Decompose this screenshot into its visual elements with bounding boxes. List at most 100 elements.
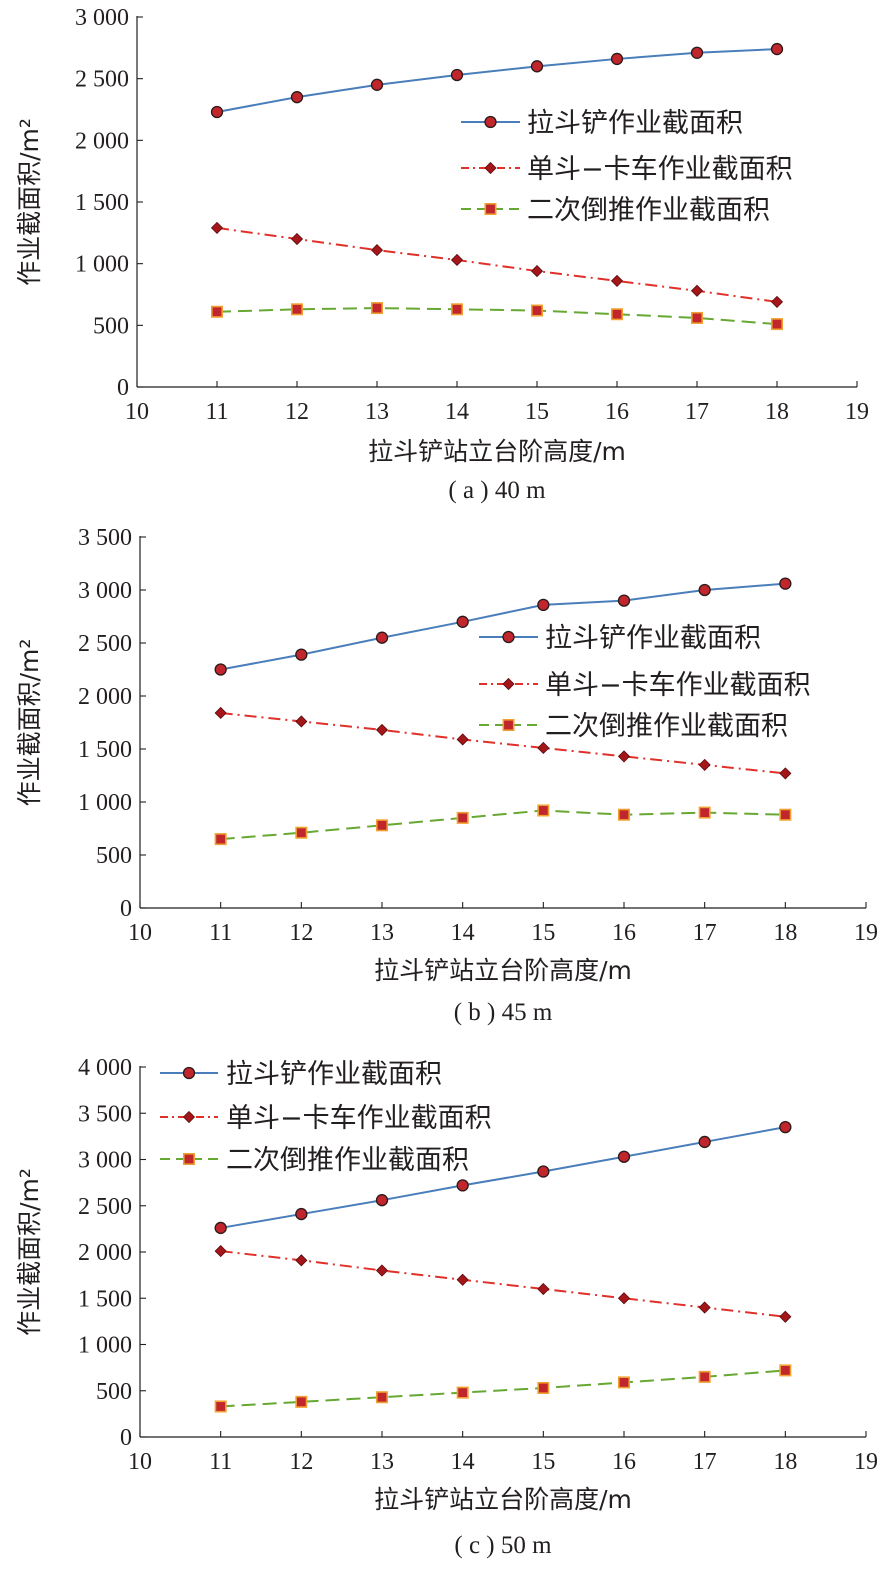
legend-label: 单斗−卡车作业截面积 xyxy=(545,670,811,701)
x-tick-label: 13 xyxy=(370,1449,394,1475)
x-tick-label: 19 xyxy=(854,920,878,946)
y-tick-label: 3 500 xyxy=(78,1101,132,1127)
legend-marker xyxy=(484,115,497,129)
x-tick-label: 17 xyxy=(693,920,717,946)
y-tick-label: 2 000 xyxy=(78,1240,132,1266)
y-tick-label: 1 000 xyxy=(75,252,129,278)
data-point xyxy=(779,1364,792,1377)
legend-item: 拉斗铲作业截面积 xyxy=(461,108,743,139)
series-line xyxy=(220,1250,786,1318)
chart-panel-2: 0 500 1 000 1 500 2 000 2 500 3 000 3 500 10 11 12… xyxy=(15,525,878,1026)
y-tick-label: 3 500 xyxy=(78,525,132,551)
x-tick-label: 10 xyxy=(125,399,149,425)
x-tick-label: 18 xyxy=(765,399,789,425)
x-tick-label: 10 xyxy=(128,1449,152,1475)
data-point xyxy=(530,60,544,73)
data-point xyxy=(295,826,308,839)
data-point xyxy=(537,1381,550,1394)
data-point xyxy=(370,302,383,315)
x-axis-title: 拉斗铲站立台阶高度/m xyxy=(374,1485,632,1514)
data-point xyxy=(295,1254,308,1267)
data-point xyxy=(214,1221,227,1235)
y-tick-label: 0 xyxy=(120,896,132,922)
y-tick-label: 0 xyxy=(120,1425,132,1451)
data-point xyxy=(290,91,304,104)
legend-marker xyxy=(183,1153,196,1166)
x-tick-label: 15 xyxy=(531,1449,555,1475)
x-tick-label: 17 xyxy=(693,1449,717,1475)
data-point xyxy=(295,648,308,661)
data-point xyxy=(370,244,384,257)
data-point xyxy=(617,1292,631,1305)
y-tick-label: 2 500 xyxy=(78,1194,132,1220)
data-point xyxy=(450,68,464,82)
data-point xyxy=(537,598,550,611)
legend-marker xyxy=(182,1066,196,1080)
x-tick-label: 12 xyxy=(289,920,313,946)
series-line xyxy=(220,809,786,841)
data-point xyxy=(450,303,463,316)
x-tick-label: 12 xyxy=(285,399,309,425)
legend-item: 单斗−卡车作业截面积 xyxy=(160,1103,492,1134)
data-point xyxy=(770,295,784,308)
data-point xyxy=(214,833,227,846)
data-point xyxy=(375,819,388,832)
legend-item: 拉斗铲作业截面积 xyxy=(160,1059,442,1090)
y-tick-label: 1 500 xyxy=(78,1286,132,1312)
data-point xyxy=(698,1370,711,1383)
data-point xyxy=(617,594,631,607)
series-line xyxy=(216,48,778,113)
legend-label: 二次倒推作业截面积 xyxy=(545,711,788,742)
x-axis-title: 拉斗铲站立台阶高度/m xyxy=(374,956,632,985)
series-1 xyxy=(214,1120,792,1235)
x-tick-label: 13 xyxy=(365,399,389,425)
data-point xyxy=(617,1376,630,1389)
legend-marker xyxy=(502,718,515,731)
data-point xyxy=(456,1273,469,1286)
data-point xyxy=(779,1120,792,1134)
legend-item: 二次倒推作业截面积 xyxy=(479,711,788,742)
data-point xyxy=(375,1264,389,1277)
y-tick-label: 3 000 xyxy=(78,1148,132,1174)
legend-label: 单斗−卡车作业截面积 xyxy=(527,154,793,185)
y-tick-label: 4 000 xyxy=(78,1055,132,1081)
x-tick-label: 10 xyxy=(128,920,152,946)
y-axis-title: 作业截面积/m² xyxy=(15,118,44,286)
x-tick-label: 11 xyxy=(209,1449,232,1475)
data-point xyxy=(770,318,783,331)
x-tick-label: 15 xyxy=(525,399,549,425)
data-point xyxy=(698,1135,711,1149)
data-point xyxy=(690,46,704,59)
legend-item: 二次倒推作业截面积 xyxy=(160,1145,469,1176)
panel-caption: ( b ) 45 m xyxy=(454,999,553,1026)
series-line xyxy=(220,1369,786,1408)
x-tick-label: 16 xyxy=(605,399,629,425)
data-point xyxy=(610,274,624,287)
data-point xyxy=(537,804,550,817)
series-line xyxy=(216,226,778,303)
data-point xyxy=(779,808,792,821)
x-tick-label: 16 xyxy=(612,1449,636,1475)
data-point xyxy=(779,577,792,590)
data-point xyxy=(290,303,303,316)
data-point xyxy=(456,1386,469,1399)
legend-marker xyxy=(484,203,497,216)
y-tick-label: 1 000 xyxy=(78,1333,132,1359)
y-tick-label: 2 000 xyxy=(75,128,129,154)
data-point xyxy=(610,308,623,321)
y-tick-label: 500 xyxy=(93,313,129,339)
x-tick-label: 12 xyxy=(289,1449,313,1475)
y-axis-title: 作业截面积/m² xyxy=(15,639,44,807)
y-tick-label: 2 500 xyxy=(78,631,132,657)
data-point xyxy=(690,311,703,324)
data-point xyxy=(779,767,792,780)
data-point xyxy=(617,808,630,821)
series-3 xyxy=(214,1364,792,1413)
series-3 xyxy=(211,302,783,331)
legend-marker xyxy=(484,161,497,175)
legend-item: 二次倒推作业截面积 xyxy=(461,195,770,226)
series-3 xyxy=(214,804,792,846)
y-tick-label: 2 500 xyxy=(75,67,129,93)
data-point xyxy=(617,750,631,763)
